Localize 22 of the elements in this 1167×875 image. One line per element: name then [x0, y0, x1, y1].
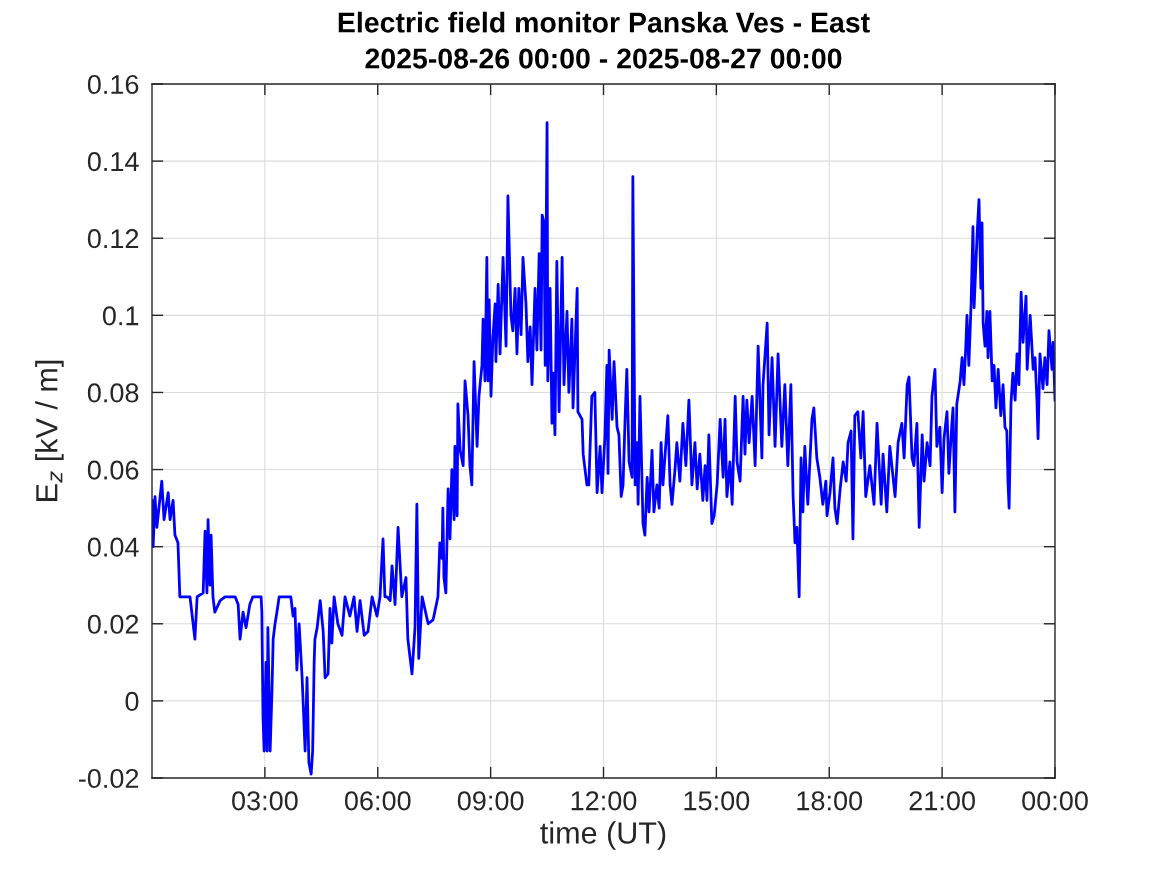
y-axis-title: E$_{z}$ [kV / m]: [35, 360, 64, 501]
x-tick-label: 12:00: [571, 791, 637, 811]
x-tick-label: 06:00: [344, 791, 411, 811]
x-tick-label: 18:00: [797, 791, 863, 811]
y-tick-label: 0.12: [87, 229, 139, 249]
x-tick-label: 09:00: [457, 791, 524, 811]
y-tick-label: 0.04: [87, 537, 139, 557]
x-tick-label: 00:00: [1022, 791, 1088, 811]
y-tick-label: 0.16: [87, 74, 139, 95]
chart-subtitle: 2025-08-26 00:00 - 2025-08-27 00:00: [365, 48, 842, 69]
y-tick-label: -0.02: [78, 768, 139, 789]
y-tick-label: 0.08: [87, 383, 139, 403]
y-tick-label: 0.06: [87, 460, 139, 480]
y-tick-label: 0.14: [87, 152, 139, 172]
x-tick-label: 03:00: [232, 791, 298, 811]
y-tick-label: 0.1: [102, 306, 139, 326]
y-tick-label: 0.02: [87, 614, 139, 634]
x-tick-label: 21:00: [909, 791, 975, 811]
x-axis-title: time (UT): [540, 821, 666, 850]
y-tick-label: 0: [125, 691, 139, 711]
chart-title: Electric field monitor Panska Ves - East: [338, 11, 870, 33]
x-tick-label: 15:00: [684, 791, 750, 811]
